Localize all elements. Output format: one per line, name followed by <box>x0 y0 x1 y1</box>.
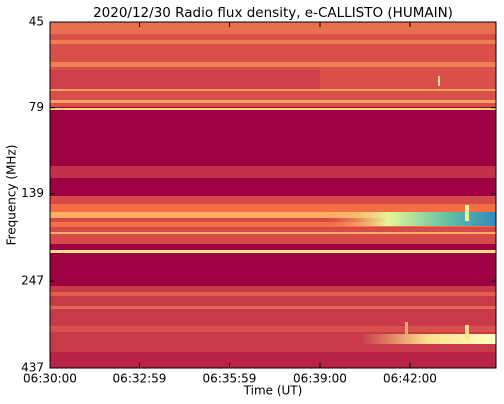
x-tick-label: 06:32:59 <box>113 372 167 386</box>
x-axis-label: Time (UT) <box>243 384 303 398</box>
y-tick-label: 45 <box>29 15 44 29</box>
y-axis-label: Frequency (MHz) <box>5 145 19 246</box>
x-tick-label: 06:30:00 <box>23 372 77 386</box>
plot-frame <box>49 21 497 369</box>
x-tick-label: 06:42:00 <box>383 372 437 386</box>
y-tick-label: 437 <box>21 361 44 375</box>
chart-title: 2020/12/30 Radio flux density, e-CALLIST… <box>93 5 453 21</box>
spectrogram-image <box>50 22 496 368</box>
y-tick-label: 79 <box>29 100 44 114</box>
y-tick-label: 139 <box>21 186 44 200</box>
x-tick-label: 06:39:00 <box>293 372 347 386</box>
x-tick-label: 06:35:59 <box>203 372 257 386</box>
y-tick-label: 247 <box>21 274 44 288</box>
